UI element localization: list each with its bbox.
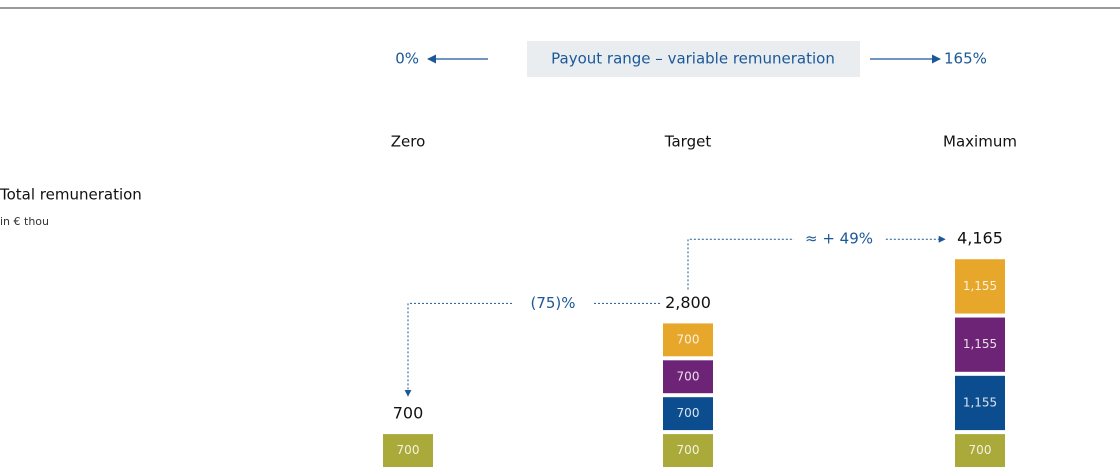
bar-segment [663,434,713,467]
bar-segment [955,259,1005,314]
arrow [404,302,660,397]
total-label: 4,165 [957,229,1003,248]
unit-label: in € thou [0,215,49,228]
row-label: Total remuneration [0,186,142,204]
bar-segment [955,375,1005,431]
bar-segment [955,317,1005,372]
segment-label: 1,155 [963,337,997,351]
header-left: 0% [395,50,419,68]
header-right: 165% [944,50,987,68]
bar-segment [663,397,713,431]
header-center: Payout range – variable remuneration [551,50,835,68]
segment-label: 1,155 [963,279,997,293]
category-label: Target [664,133,712,151]
segment-label: 700 [677,443,700,457]
segment-label: 1,155 [963,395,997,409]
bar-segment [663,323,713,357]
total-label: 2,800 [665,293,711,312]
annotation-bg [513,293,593,314]
total-label: 700 [393,404,424,423]
category-label: Maximum [943,133,1017,151]
segment-label: 700 [969,443,992,457]
segment-label: 700 [397,443,420,457]
segment-label: 700 [677,369,700,383]
annotation: (75)% [530,294,575,312]
annotation-bg [794,229,884,250]
segment-label: 700 [677,406,700,420]
bar-segment [663,360,713,394]
bar-segment [955,434,1005,467]
segment-label: 700 [677,332,700,346]
category-label: Zero [391,133,426,151]
annotation: ≈ + 49% [805,230,873,248]
bar-segment [383,434,433,467]
header-box [527,41,860,77]
